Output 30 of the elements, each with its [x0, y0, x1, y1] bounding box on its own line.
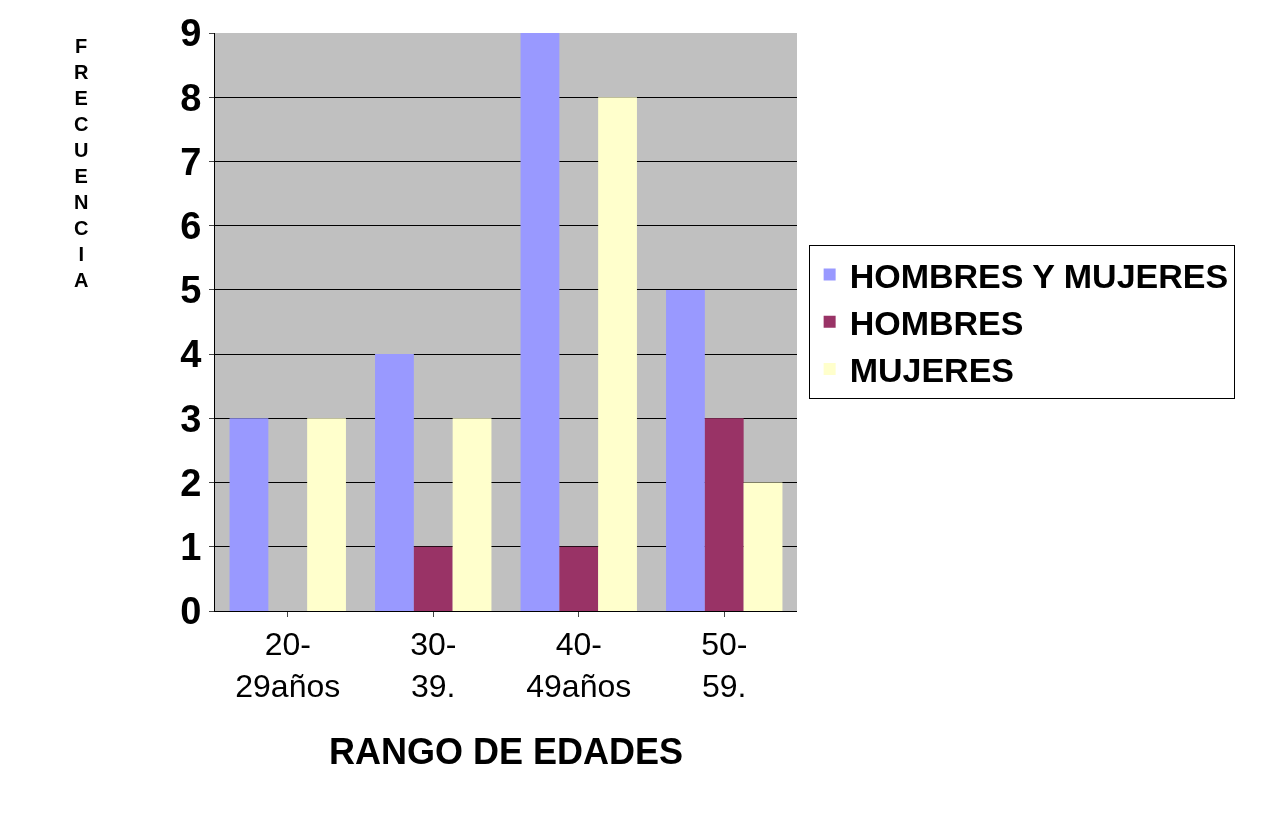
- y-tick-label: 2: [180, 461, 202, 504]
- legend-label: HOMBRES: [849, 304, 1024, 343]
- y-tick-label: 4: [180, 333, 202, 376]
- bar: [666, 289, 705, 611]
- bar: [229, 418, 269, 611]
- bar: [559, 546, 599, 611]
- bar: [307, 418, 346, 611]
- x-tick-label: 30-39.: [410, 626, 457, 704]
- y-tick-label: 8: [180, 76, 202, 119]
- legend-label: MUJERES: [849, 351, 1015, 390]
- y-tick-label: 7: [180, 140, 202, 183]
- y-tick-label: 1: [180, 526, 202, 569]
- text: FRECUENCIA: [74, 35, 89, 291]
- x-tick-label: 20-29años: [235, 626, 341, 704]
- y-tick-label: 5: [180, 269, 202, 312]
- bar: [375, 354, 414, 611]
- x-axis-title: RANGO DE EDADES: [328, 730, 684, 772]
- y-tick-label: 3: [180, 397, 202, 440]
- bar: [452, 418, 492, 611]
- y-tick-label: 6: [180, 204, 202, 247]
- bar: [520, 33, 560, 611]
- y-tick-label: 0: [180, 590, 202, 633]
- bar: [743, 482, 783, 611]
- legend-label: HOMBRES Y MUJERES: [849, 256, 1229, 295]
- y-tick-label: 9: [180, 12, 202, 55]
- bar: [704, 418, 744, 611]
- bar: [598, 97, 637, 611]
- x-tick-label: 40-49años: [526, 626, 632, 704]
- x-tick-label: 50-59.: [701, 626, 748, 704]
- bar: [413, 546, 453, 611]
